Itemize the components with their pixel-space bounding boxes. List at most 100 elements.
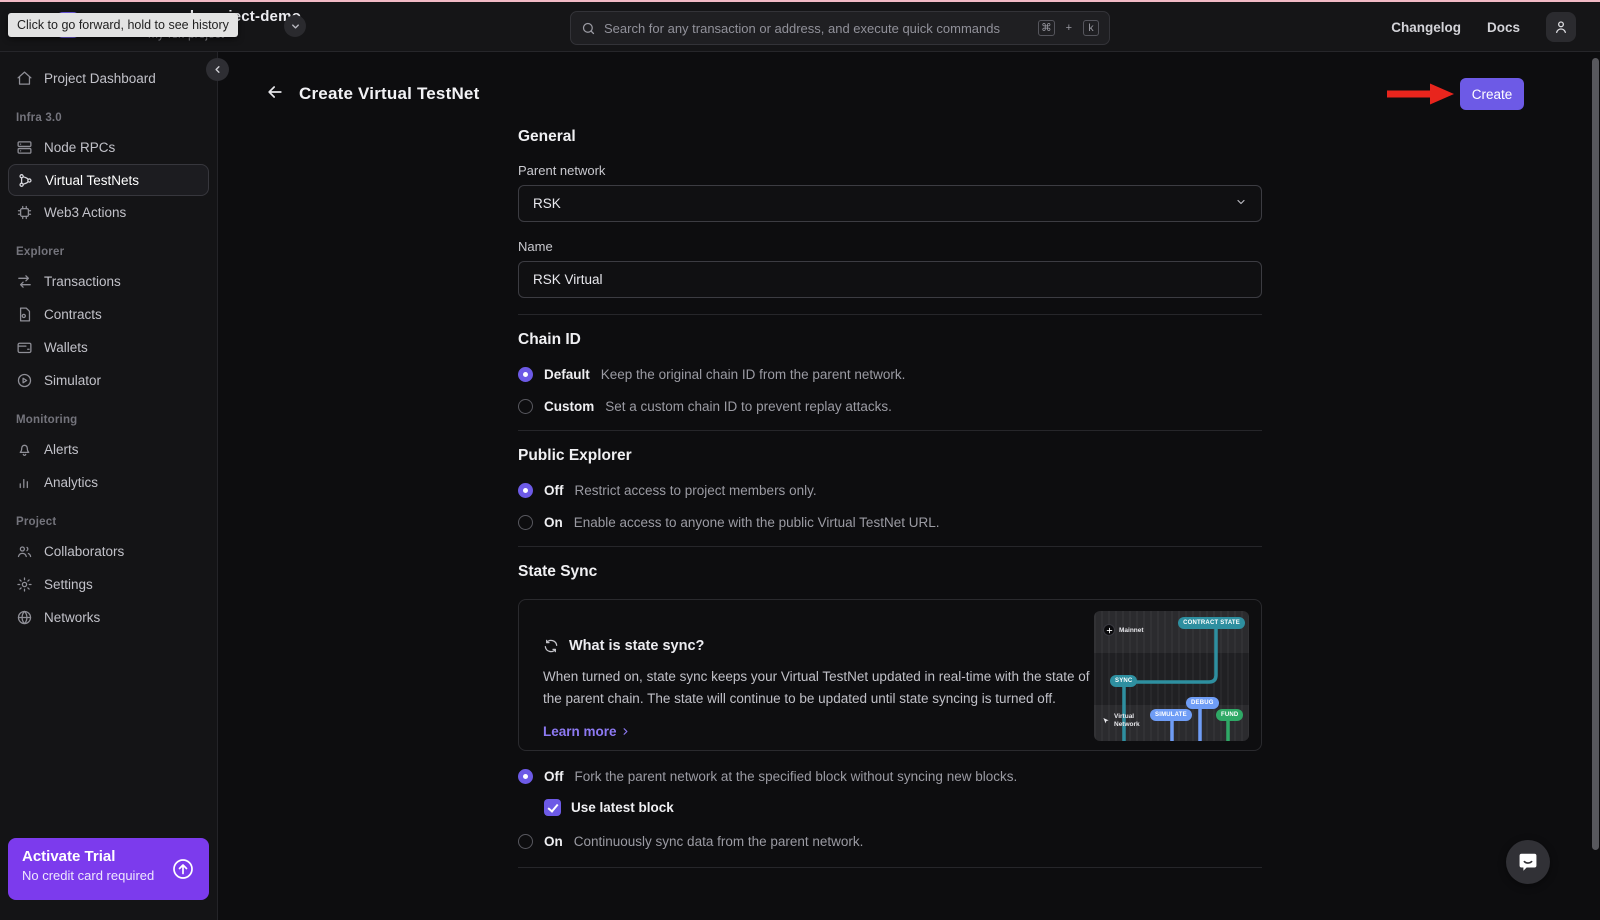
globe-icon (16, 609, 33, 626)
shortcut-mod-key: ⌘ (1038, 20, 1055, 36)
shortcut-plus: + (1065, 22, 1072, 34)
vertical-scrollbar[interactable] (1592, 58, 1599, 850)
simulate-badge: SIMULATE (1150, 709, 1192, 721)
public-explorer-off-option[interactable]: Off Restrict access to project members o… (518, 483, 1262, 498)
state-sync-illustration: Mainnet CONTRACT STATE SYNC DEBUG SIMULA… (1094, 611, 1249, 741)
person-icon (1556, 21, 1566, 33)
chat-icon (1519, 853, 1537, 871)
option-description: Continuously sync data from the parent n… (573, 834, 864, 849)
account-button[interactable] (1546, 12, 1576, 42)
global-search[interactable]: ⌘ + k (570, 11, 1110, 45)
sidebar-item-collaborators[interactable]: Collaborators (0, 535, 217, 568)
project-chevron-button[interactable] (284, 15, 306, 37)
activate-trial-banner[interactable]: Activate Trial No credit card required (8, 838, 209, 900)
contract-state-badge: CONTRACT STATE (1178, 617, 1245, 629)
public-explorer-on-option[interactable]: On Enable access to anyone with the publ… (518, 515, 1262, 530)
debug-badge: DEBUG (1186, 697, 1219, 709)
public-explorer-heading: Public Explorer (518, 447, 632, 464)
learn-more-link[interactable]: Learn more (543, 724, 631, 739)
option-label: Default (544, 367, 590, 382)
option-description: Set a custom chain ID to prevent replay … (605, 399, 892, 414)
trial-title: Activate Trial (22, 848, 116, 865)
mainnet-icon (1103, 624, 1115, 636)
sidebar-collapse-button[interactable] (206, 58, 229, 81)
radio-icon[interactable] (518, 515, 533, 530)
mainnet-label: Mainnet (1119, 626, 1144, 634)
sidebar-item-analytics[interactable]: Analytics (0, 466, 217, 499)
create-button[interactable]: Create (1460, 78, 1524, 110)
name-label: Name (518, 239, 553, 254)
sidebar-item-label: Simulator (44, 373, 102, 388)
swap-arrows-icon (16, 273, 33, 290)
divider (518, 867, 1262, 868)
arrow-left-icon (268, 86, 282, 98)
sidebar-item-wallets[interactable]: Wallets (0, 331, 217, 364)
sidebar-item-web3-actions[interactable]: Web3 Actions (0, 196, 217, 229)
wallet-icon (16, 339, 33, 356)
checkbox-checked-icon[interactable] (544, 799, 561, 816)
sidebar-item-node-rpcs[interactable]: Node RPCs (0, 131, 217, 164)
option-label: On (544, 515, 563, 530)
state-sync-card-title: What is state sync? (569, 638, 705, 654)
sidebar-item-label: Transactions (44, 274, 121, 289)
sidebar-item-settings[interactable]: Settings (0, 568, 217, 601)
page-title: Create Virtual TestNet (299, 84, 480, 103)
sidebar-item-networks[interactable]: Networks (0, 601, 217, 634)
sync-icon (543, 638, 559, 654)
testnet-name-input[interactable] (518, 261, 1262, 298)
chain-id-heading: Chain ID (518, 331, 581, 348)
radio-icon[interactable] (518, 834, 533, 849)
bar-chart-icon (16, 474, 33, 491)
fund-badge: FUND (1216, 709, 1244, 721)
bell-icon (16, 441, 33, 458)
server-icon (16, 139, 33, 156)
sidebar-item-label: Wallets (44, 340, 88, 355)
cursor-icon (1103, 718, 1109, 724)
parent-network-select[interactable]: RSK (518, 185, 1262, 222)
virtual-network-node: Virtual Network (1102, 713, 1142, 729)
chat-widget-button[interactable] (1506, 840, 1550, 884)
option-description: Keep the original chain ID from the pare… (600, 367, 906, 382)
sidebar-item-project-dashboard[interactable]: Project Dashboard (0, 62, 217, 95)
virtual-network-label: Virtual Network (1114, 713, 1140, 729)
sidebar-section-explorer: Explorer (16, 246, 65, 258)
radio-selected-icon[interactable] (518, 769, 533, 784)
option-description: Fork the parent network at the specified… (574, 769, 1018, 784)
sidebar-section-project: Project (16, 516, 57, 528)
shortcut-letter-key: k (1083, 20, 1099, 36)
general-heading: General (518, 128, 576, 145)
chain-id-default-option[interactable]: Default Keep the original chain ID from … (518, 367, 1262, 382)
annotation-arrow (1387, 83, 1454, 105)
changelog-link[interactable]: Changelog (1391, 19, 1461, 35)
back-button[interactable] (265, 82, 285, 107)
state-sync-off-option[interactable]: Off Fork the parent network at the speci… (518, 769, 1262, 784)
sidebar-item-transactions[interactable]: Transactions (0, 265, 217, 298)
sidebar-item-contracts[interactable]: Contracts (0, 298, 217, 331)
search-input[interactable] (604, 20, 1031, 36)
radio-selected-icon[interactable] (518, 483, 533, 498)
home-icon (16, 70, 33, 87)
topbar-right: Changelog Docs (1391, 2, 1576, 52)
gear-icon (16, 576, 33, 593)
chevron-down-icon (1235, 195, 1247, 213)
chain-id-custom-option[interactable]: Custom Set a custom chain ID to prevent … (518, 399, 1262, 414)
docs-link[interactable]: Docs (1486, 19, 1520, 35)
state-sync-heading: State Sync (518, 563, 598, 580)
arrow-up-circle-icon (171, 857, 195, 886)
sidebar-item-label: Collaborators (44, 544, 125, 559)
history-tooltip: Click to go forward, hold to see history (8, 13, 238, 37)
sidebar-item-label: Analytics (44, 475, 99, 490)
sidebar-item-virtual-testnets[interactable]: Virtual TestNets (8, 164, 209, 196)
radio-selected-icon[interactable] (518, 367, 533, 382)
use-latest-block-option[interactable]: Use latest block (544, 799, 1262, 816)
chip-icon (16, 204, 33, 221)
sidebar-item-alerts[interactable]: Alerts (0, 433, 217, 466)
checkbox-label: Use latest block (571, 800, 674, 815)
sidebar-item-simulator[interactable]: Simulator (0, 364, 217, 397)
sidebar-section-infra: Infra 3.0 (16, 112, 62, 124)
option-description: Restrict access to project members only. (574, 483, 817, 498)
option-label: Off (544, 769, 564, 784)
radio-icon[interactable] (518, 399, 533, 414)
trial-subtitle: No credit card required (22, 868, 155, 883)
state-sync-on-option[interactable]: On Continuously sync data from the paren… (518, 834, 1262, 849)
